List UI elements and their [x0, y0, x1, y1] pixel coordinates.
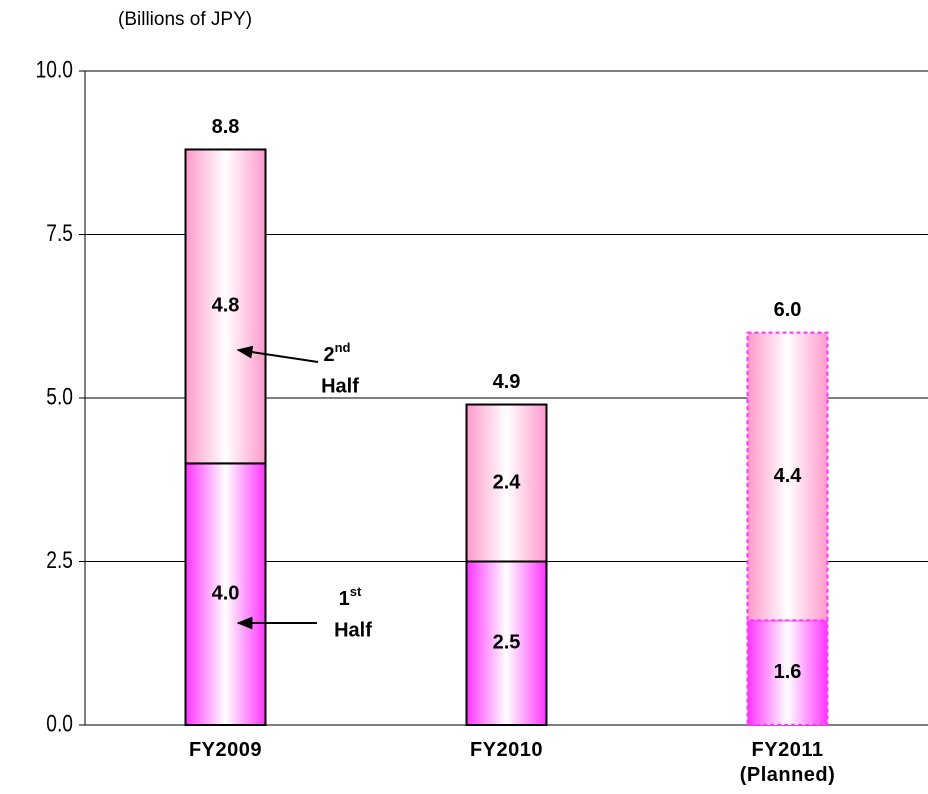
- legend-label: 1st: [339, 584, 362, 610]
- bar-segment: [746, 331, 829, 622]
- legend-suffix: nd: [335, 340, 351, 355]
- legend-ordinal: 2: [323, 344, 334, 366]
- total-label: 6.0: [774, 299, 802, 321]
- segment-label: 2.4: [493, 471, 522, 493]
- bar-segment: [746, 619, 829, 726]
- bar-segment: [184, 462, 267, 726]
- legend-suffix: st: [350, 584, 362, 599]
- legend-arrow: [236, 345, 319, 363]
- total-label: 8.8: [212, 116, 240, 138]
- y-tick-label: 5.0: [46, 382, 73, 410]
- y-tick-label: 10.0: [36, 55, 73, 83]
- segment-label: 1.6: [774, 661, 802, 683]
- legend-label: Half: [321, 375, 359, 397]
- x-tick-label: FY2009: [188, 739, 263, 761]
- y-tick-label: 2.5: [46, 546, 73, 574]
- bar-segment: [184, 148, 267, 465]
- x-tick-label: FY2011 (Planned): [739, 739, 836, 786]
- legend-ordinal: 1: [339, 588, 350, 610]
- y-tick-label: 7.5: [46, 219, 73, 247]
- legend-label: Half: [334, 619, 372, 641]
- y-tick-label: 0.0: [46, 709, 73, 737]
- segment-label: 4.0: [212, 582, 240, 604]
- bar-segment: [465, 403, 548, 563]
- legend-label: 2nd: [323, 340, 350, 366]
- segment-label: 4.4: [774, 465, 803, 487]
- total-label: 4.9: [493, 371, 521, 393]
- bar-segment: [465, 560, 548, 726]
- y-axis-label: (Billions of JPY): [118, 9, 252, 30]
- segment-label: 4.8: [212, 295, 240, 317]
- segment-label: 2.5: [493, 632, 521, 654]
- x-tick-label: FY2010: [469, 739, 544, 761]
